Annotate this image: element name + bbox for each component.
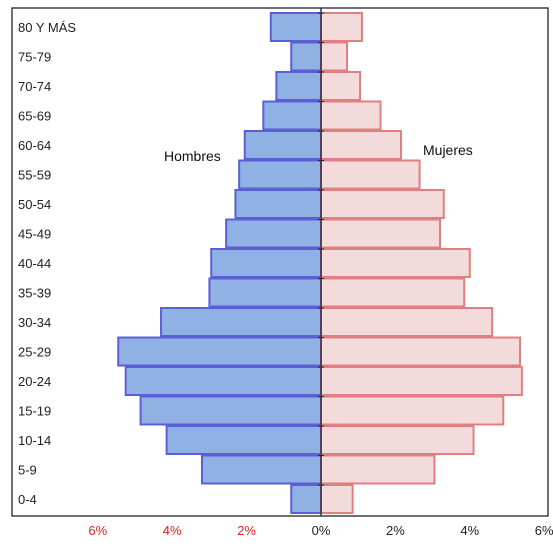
y-tick-label-70-74: 70-74	[18, 79, 51, 94]
bar-mujeres-20-24	[320, 366, 523, 396]
x-tick-labels: 6% 4% 2% 0% 2% 4% 6%	[88, 523, 553, 538]
bar-hombres-55-59	[238, 159, 322, 190]
bar-hombres-10-14	[165, 425, 322, 455]
x-tick-label: 4%	[163, 523, 182, 538]
bar-mujeres-60-64	[320, 130, 402, 160]
y-tick-label-25-29: 25-29	[18, 345, 51, 360]
bar-hombres-40-44	[210, 248, 322, 278]
x-tick-label: 2%	[386, 523, 405, 538]
bar-mujeres-15-19	[320, 395, 505, 426]
bar-mujeres-40-44	[320, 248, 471, 278]
bar-hombres-80-y-m-s	[269, 12, 322, 42]
bar-hombres-25-29	[117, 336, 323, 367]
bar-hombres-50-54	[234, 189, 322, 219]
y-tick-labels: 80 Y MÁS 75-79 70-74 65-69 60-64 55-59 50-54 45…	[18, 20, 76, 507]
y-tick-label-45-49: 45-49	[18, 227, 51, 242]
bar-mujeres-5-9	[320, 454, 436, 485]
bar-mujeres-30-34	[320, 307, 494, 337]
bar-mujeres-45-49	[320, 218, 442, 249]
bar-hombres-35-39	[208, 277, 322, 308]
y-tick-label-55-59: 55-59	[18, 168, 51, 183]
bar-mujeres-80-y-m-s	[320, 12, 363, 42]
bar-hombres-0-4	[290, 484, 322, 514]
bar-group	[117, 12, 523, 514]
bar-hombres-30-34	[160, 307, 322, 337]
bar-mujeres-0-4	[320, 484, 354, 514]
y-tick-label-60-64: 60-64	[18, 138, 51, 153]
y-tick-label-30-34: 30-34	[18, 315, 51, 330]
x-tick-label: 4%	[460, 523, 479, 538]
y-tick-label-65-69: 65-69	[18, 109, 51, 124]
y-tick-label-5-9: 5-9	[18, 463, 37, 478]
legend-label-mujeres: Mujeres	[423, 142, 473, 158]
y-tick-label-35-39: 35-39	[18, 286, 51, 301]
x-tick-label: 0%	[312, 523, 331, 538]
y-tick-label-75-79: 75-79	[18, 50, 51, 65]
bar-hombres-45-49	[225, 218, 322, 249]
bar-mujeres-75-79	[320, 41, 349, 72]
bar-mujeres-10-14	[320, 425, 475, 455]
bar-mujeres-25-29	[320, 336, 522, 367]
bar-hombres-75-79	[290, 41, 322, 72]
y-tick-label-10-14: 10-14	[18, 433, 51, 448]
y-tick-label-0-4: 0-4	[18, 492, 37, 507]
y-tick-label-80-y-m-s: 80 Y MÁS	[18, 20, 76, 35]
bar-hombres-60-64	[243, 130, 323, 160]
bar-hombres-65-69	[262, 100, 322, 131]
bar-hombres-70-74	[275, 71, 322, 101]
x-tick-label: 6%	[88, 523, 107, 538]
bar-hombres-15-19	[139, 395, 322, 426]
y-tick-label-20-24: 20-24	[18, 374, 51, 389]
center-axis-ticks	[318, 12, 324, 486]
x-tick-label: 6%	[535, 523, 553, 538]
bar-mujeres-35-39	[320, 277, 466, 308]
bar-hombres-5-9	[200, 454, 323, 485]
bar-mujeres-70-74	[320, 71, 362, 101]
x-tick-label: 2%	[237, 523, 256, 538]
y-tick-label-50-54: 50-54	[18, 197, 51, 212]
plot-frame	[11, 7, 549, 517]
bar-mujeres-55-59	[320, 159, 421, 190]
legend-label-hombres: Hombres	[164, 148, 221, 164]
bar-mujeres-65-69	[320, 100, 382, 131]
bar-mujeres-50-54	[320, 189, 445, 219]
y-tick-label-40-44: 40-44	[18, 256, 51, 271]
y-tick-label-15-19: 15-19	[18, 404, 51, 419]
bar-hombres-20-24	[124, 366, 322, 396]
